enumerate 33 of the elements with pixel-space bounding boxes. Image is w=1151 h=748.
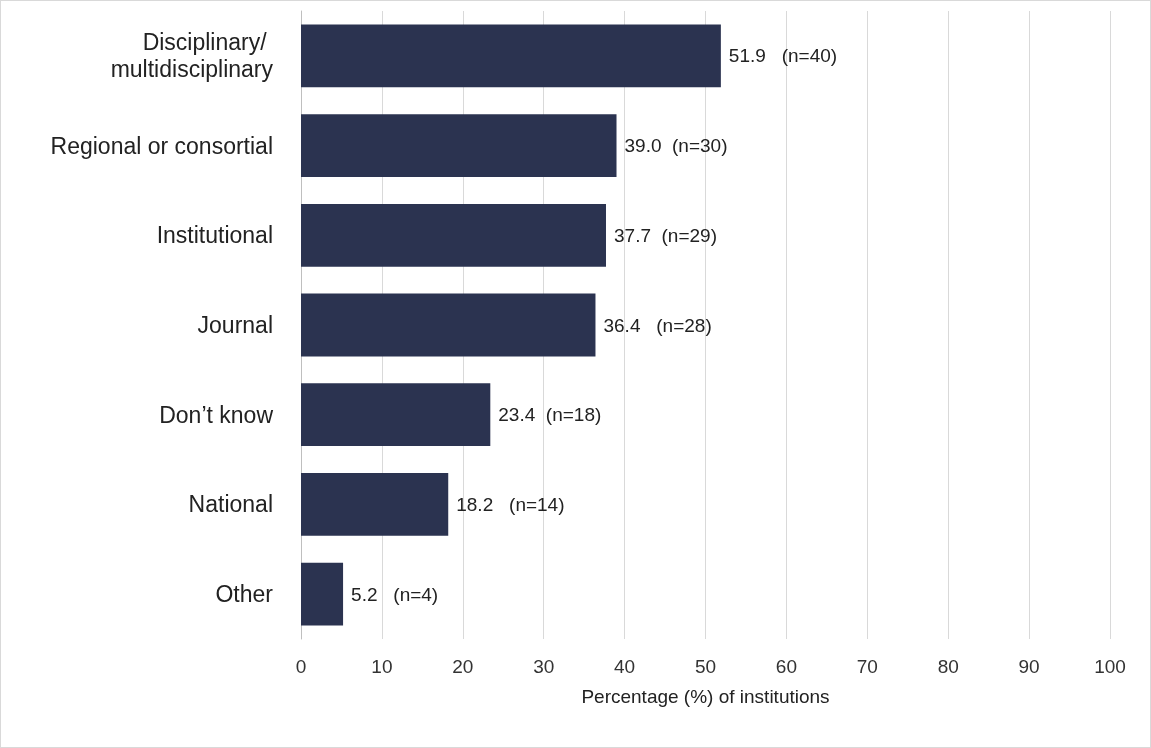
data-label: 36.4 (n=28): [603, 314, 712, 336]
x-tick-label: 0: [295, 656, 307, 677]
y-tick-label: Journal: [197, 312, 273, 338]
bar: [301, 203, 606, 267]
x-tick-label: 10: [371, 656, 393, 677]
y-tick-label: Regional or consortial: [50, 132, 273, 159]
x-tick-label: 90: [1018, 656, 1040, 677]
x-tick-label: 20: [452, 656, 474, 677]
data-label: 23.4 (n=18): [498, 404, 602, 426]
bar: [301, 114, 617, 177]
data-label: 18.2 (n=14): [456, 493, 565, 515]
x-tick-label: 30: [533, 656, 555, 677]
x-tick-label: 50: [694, 656, 717, 677]
y-tick-label: Don’t know: [159, 401, 274, 428]
x-axis-title: Percentage (%) of institutions: [581, 686, 830, 707]
bar: [301, 383, 491, 447]
y-tick-label: Other: [215, 581, 274, 608]
x-tick-label: 60: [775, 656, 797, 677]
x-tick-label: 70: [856, 656, 878, 677]
bar: [301, 293, 596, 357]
bar: [301, 562, 344, 626]
data-label: 37.7 (n=29): [613, 224, 717, 246]
bar: [301, 473, 449, 536]
x-tick-label: 80: [937, 656, 959, 677]
y-tick-label: National: [188, 491, 273, 518]
data-label: 39.0 (n=30): [624, 135, 728, 157]
x-tick-label: 40: [614, 656, 636, 677]
y-tick-label: Disciplinary/ multidisciplinary: [110, 29, 274, 83]
bar: [301, 24, 721, 88]
data-label: 5.2 (n=4): [351, 583, 439, 605]
y-tick-label: Institutional: [156, 222, 273, 249]
x-tick-label: 100: [1094, 656, 1126, 677]
data-label: 51.9 (n=40): [728, 45, 838, 67]
